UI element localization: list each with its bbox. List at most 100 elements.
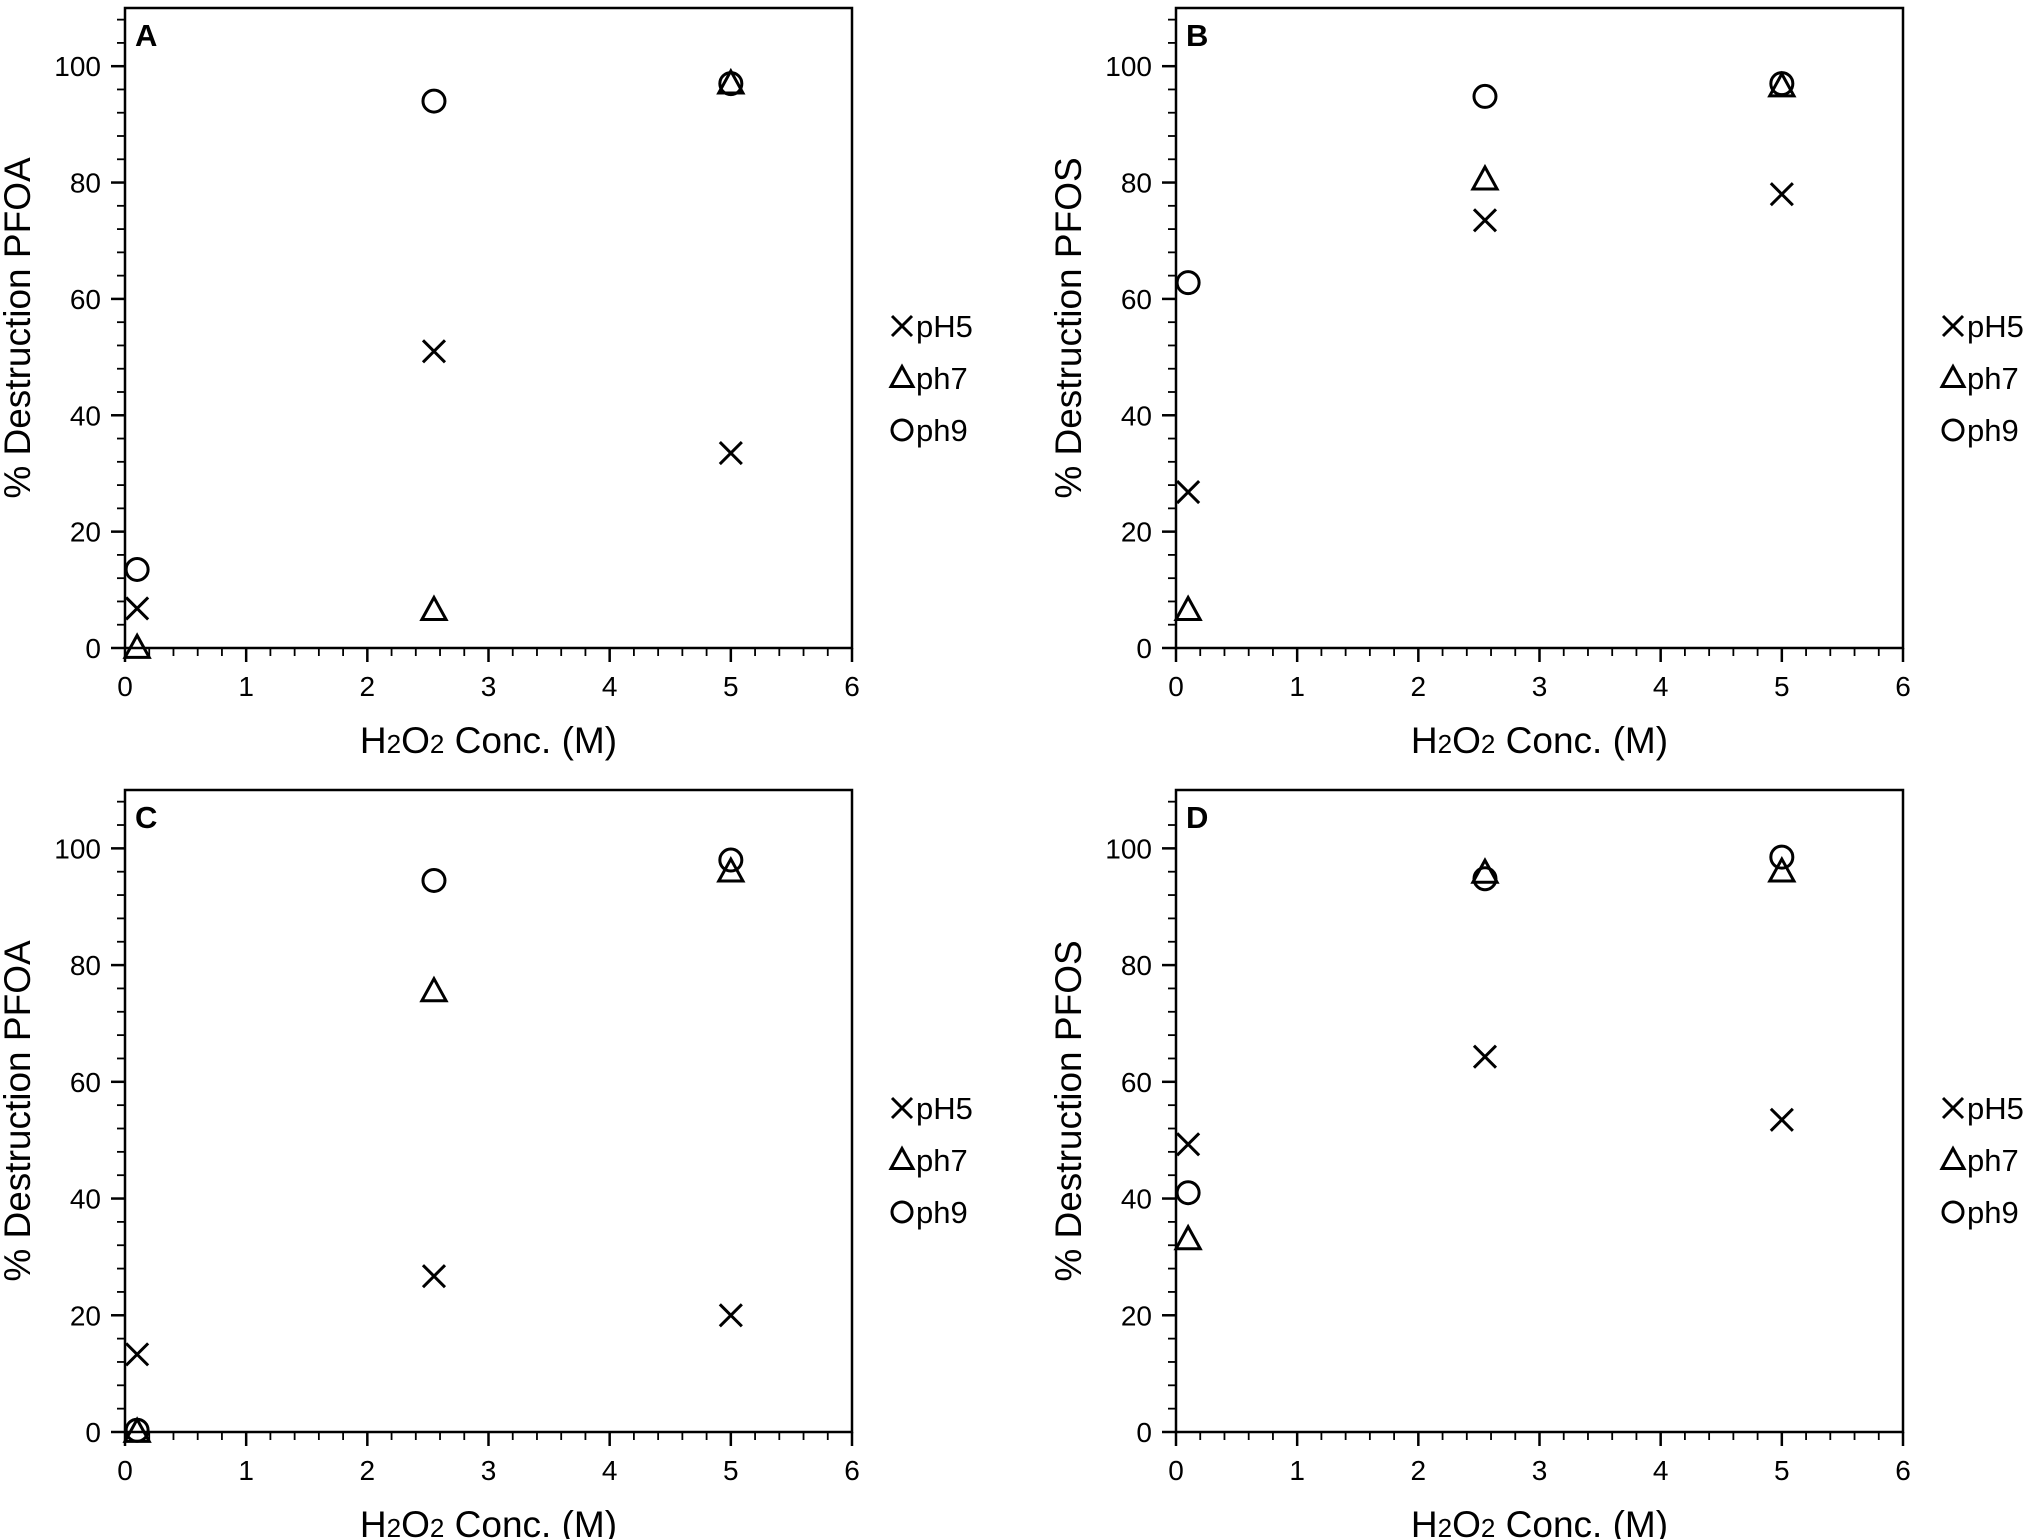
x-tick-label: 2 (360, 671, 376, 702)
legend-item-ph9: ph9 (1941, 1195, 2019, 1230)
x-tick-label: 5 (723, 671, 739, 702)
legend-label: pH5 (1967, 309, 2024, 344)
data-point-ph9 (1472, 83, 1498, 109)
y-tick-label: 40 (1121, 400, 1152, 431)
y-tick-label: 40 (70, 1184, 101, 1215)
legend-marker-circle (890, 418, 914, 442)
y-tick-label: 100 (54, 51, 101, 82)
x-tick-label: 6 (844, 1455, 860, 1486)
x-tick-label: 0 (1168, 671, 1184, 702)
x-tick-label: 2 (1411, 1455, 1427, 1486)
panel-label: B (1186, 18, 1208, 53)
y-tick-label: 0 (85, 633, 101, 664)
legend-marker-x (1941, 1096, 1965, 1120)
x-axis-title: H2O2 Conc. (M) (360, 720, 617, 761)
legend-label: ph9 (916, 1195, 968, 1230)
data-point-ph7 (419, 594, 449, 622)
x-tick-label: 4 (1653, 671, 1669, 702)
y-tick-label: 20 (1121, 1300, 1152, 1331)
data-point-ph5 (421, 1264, 447, 1289)
legend-marker-x (890, 1096, 914, 1120)
panel-label: A (135, 18, 157, 53)
plot-frame (1174, 6, 1905, 650)
x-tick-label: 5 (1774, 1455, 1790, 1486)
y-tick-label: 0 (1136, 1417, 1152, 1448)
x-tick-label: 4 (1653, 1455, 1669, 1486)
data-point-ph7 (419, 975, 449, 1003)
legend-marker-triangle (1939, 363, 1967, 388)
legend-marker-triangle (1939, 1145, 1967, 1170)
data-point-ph7 (716, 67, 746, 95)
x-tick-label: 1 (238, 1455, 254, 1486)
legend-item-ph5: pH5 (890, 1091, 973, 1126)
y-axis-title: % Destruction PFOS (1048, 940, 1089, 1281)
data-point-ph7 (1173, 594, 1203, 622)
legend-marker-triangle (888, 1145, 916, 1170)
y-tick-label: 0 (1136, 633, 1152, 664)
x-tick-label: 3 (1532, 671, 1548, 702)
data-point-ph9 (1769, 844, 1795, 870)
y-tick-label: 80 (70, 168, 101, 199)
legend-marker-x (1941, 314, 1965, 338)
legend-marker-circle (1941, 418, 1965, 442)
legend-item-ph7: ph7 (1939, 361, 2019, 396)
data-point-ph7 (122, 632, 152, 659)
data-point-ph5 (125, 596, 150, 621)
y-tick-label: 60 (70, 284, 101, 315)
data-point-ph5 (1769, 1107, 1794, 1132)
legend-label: pH5 (916, 1091, 973, 1126)
x-tick-label: 3 (1532, 1455, 1548, 1486)
panel-label: C (135, 800, 157, 835)
y-tick-label: 0 (85, 1417, 101, 1448)
legend-item-ph7: ph7 (888, 361, 968, 396)
legend-item-ph9: ph9 (890, 413, 968, 448)
legend-marker-circle (1941, 1200, 1965, 1224)
legend-label: pH5 (1967, 1091, 2024, 1126)
data-point-ph9 (1175, 1180, 1201, 1206)
data-point-ph9 (718, 847, 744, 873)
x-tick-label: 2 (1411, 671, 1427, 702)
y-tick-label: 100 (54, 833, 101, 864)
data-point-ph9 (1769, 71, 1795, 97)
legend-label: ph7 (1967, 1143, 2019, 1178)
y-tick-label: 60 (70, 1067, 101, 1098)
x-axis-title: H2O2 Conc. (M) (1411, 720, 1668, 761)
x-tick-label: 1 (238, 671, 254, 702)
data-point-ph9 (421, 88, 447, 114)
legend-item-ph5: pH5 (890, 309, 973, 344)
x-tick-label: 3 (481, 1455, 497, 1486)
x-tick-label: 0 (1168, 1455, 1184, 1486)
data-point-ph7 (1767, 855, 1797, 883)
data-point-ph9 (1175, 270, 1201, 296)
y-tick-label: 40 (70, 400, 101, 431)
y-tick-label: 60 (1121, 1067, 1152, 1098)
y-axis-title: % Destruction PFOS (1048, 157, 1089, 498)
legend-marker-x (890, 314, 914, 338)
data-point-ph5 (421, 339, 447, 364)
data-point-ph9 (124, 1417, 150, 1443)
y-axis-title: % Destruction PFOA (0, 157, 38, 499)
legend-item-ph7: ph7 (888, 1143, 968, 1178)
x-tick-label: 0 (117, 671, 133, 702)
data-point-ph5 (1472, 1044, 1498, 1069)
data-point-ph9 (124, 556, 150, 582)
legend-label: ph9 (916, 413, 968, 448)
data-point-ph5 (718, 1303, 743, 1328)
y-tick-label: 60 (1121, 284, 1152, 315)
legend-label: ph7 (916, 1143, 968, 1178)
legend-label: pH5 (916, 309, 973, 344)
x-tick-label: 4 (602, 1455, 618, 1486)
x-tick-label: 6 (1895, 1455, 1911, 1486)
x-tick-label: 6 (1895, 671, 1911, 702)
x-tick-label: 1 (1289, 1455, 1305, 1486)
legend-item-ph9: ph9 (890, 1195, 968, 1230)
y-tick-label: 40 (1121, 1184, 1152, 1215)
x-tick-label: 2 (360, 1455, 376, 1486)
y-tick-label: 80 (1121, 950, 1152, 981)
y-tick-label: 20 (70, 1300, 101, 1331)
y-tick-label: 100 (1105, 51, 1152, 82)
